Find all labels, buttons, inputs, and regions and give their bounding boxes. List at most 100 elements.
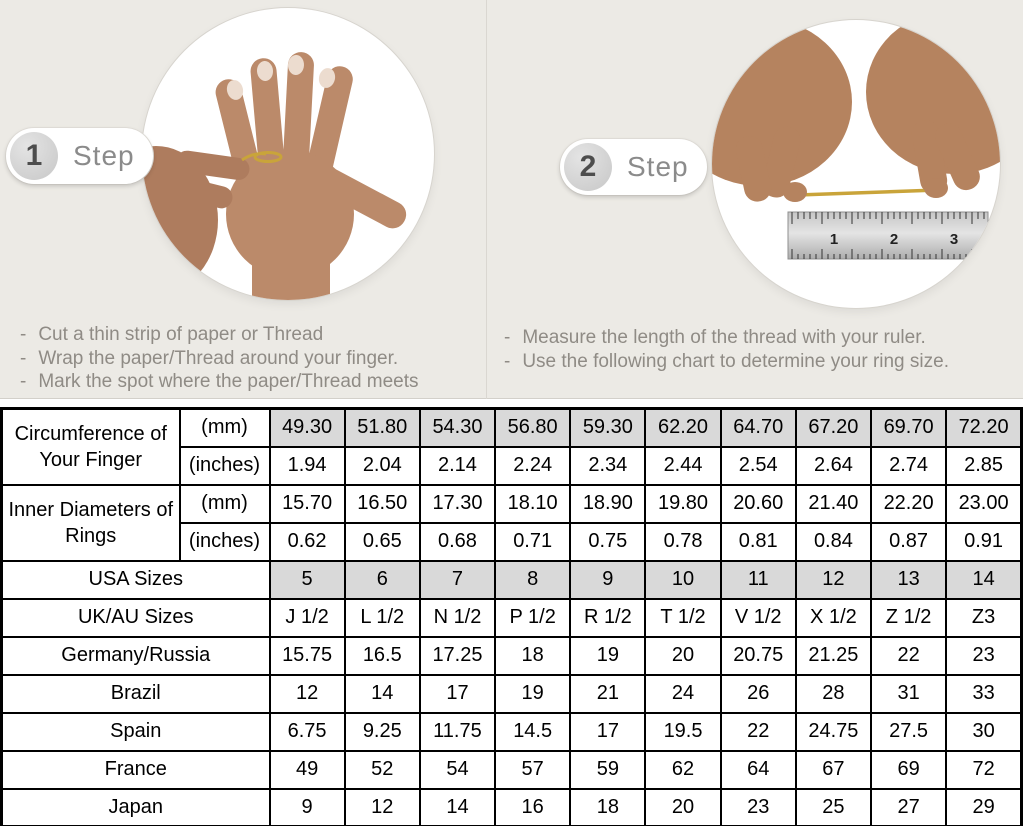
step2-instructions: Measure the length of the thread with yo… [504,326,949,373]
value-cell: 0.62 [268,521,346,562]
hand-with-thread-illustration [142,52,407,300]
size-system-label: UK/AU Sizes [0,597,271,638]
value-cell: 28 [794,673,873,714]
ruler-number: 1 [830,231,838,248]
size-system-label: Germany/Russia [0,635,271,676]
value-cell: 24 [644,673,722,714]
table-row: (inches) 1.94 2.04 2.14 2.24 2.34 2.44 2.54 2.64… [2,445,1023,486]
value-cell: 14 [418,787,497,826]
table-row: Japan 9 12 14 16 18 20 23 25 27 29 [0,787,1023,826]
section-divider [486,0,487,399]
value-cell: 67.20 [794,407,873,448]
value-cell: 62.20 [644,407,722,448]
value-cell: 49 [268,749,346,790]
value-cell: 2.24 [494,445,572,486]
value-cell: 12 [268,673,346,714]
value-cell: 14 [343,673,421,714]
value-cell: 18 [569,787,647,826]
step1-photo [142,8,434,300]
value-cell: 16.50 [343,483,421,524]
value-cell: 21.40 [794,483,873,524]
value-cell: 8 [494,559,572,600]
value-cell: 17 [569,711,647,752]
value-cell: 20.75 [719,635,797,676]
value-cell: 7 [418,559,497,600]
step2-number: 2 [564,143,612,191]
value-cell: 23 [719,787,797,826]
value-cell: 23.00 [945,483,1023,524]
table-row: Spain 6.75 9.25 11.75 14.5 17 19.5 22 24.75 27.5 3… [0,711,1023,752]
value-cell: 18.90 [569,483,647,524]
instruction-line: Cut a thin strip of paper or Thread [20,323,419,347]
instruction-line: Use the following chart to determine you… [504,350,949,374]
value-cell: 2.64 [794,445,873,486]
value-cell: 64 [719,749,797,790]
value-cell: 9 [569,559,647,600]
value-cell: 27 [869,787,948,826]
value-cell: 9.25 [343,711,421,752]
step1-badge: 1 Step [6,128,153,184]
value-cell: 13 [869,559,948,600]
value-cell: R 1/2 [569,597,647,638]
value-cell: 21 [569,673,647,714]
value-cell: 17.30 [418,483,497,524]
value-cell: 0.71 [494,521,572,562]
table-row: UK/AU Sizes J 1/2 L 1/2 N 1/2 P 1/2 R 1/2 T 1/… [0,597,1023,638]
size-system-label: Brazil [0,673,271,714]
value-cell: 64.70 [719,407,797,448]
ruler-number: 2 [890,231,898,248]
instruction-line: Mark the spot where the paper/Thread mee… [20,370,418,394]
value-cell: 22.20 [869,483,948,524]
value-cell: 10 [644,559,722,600]
ruler-number: 3 [950,231,958,248]
value-cell: P 1/2 [494,597,572,638]
value-cell: 56.80 [494,407,572,448]
value-cell: 20.60 [719,483,797,524]
value-cell: 26 [719,673,797,714]
value-cell: 12 [794,559,873,600]
instruction-line: Wrap the paper/Thread around your finger… [20,347,419,371]
value-cell: 59.30 [569,407,647,448]
size-chart-section: Circumference of Your Finger (mm) 49.30 51.… [0,399,1023,826]
value-cell: N 1/2 [418,597,497,638]
value-cell: 52 [343,749,421,790]
value-cell: 0.87 [869,521,948,562]
value-cell: 22 [719,711,797,752]
value-cell: 20 [644,787,722,826]
value-cell: 27.5 [869,711,948,752]
value-cell: 11 [719,559,797,600]
value-cell: 30 [945,711,1023,752]
value-cell: 67 [794,749,873,790]
value-cell: Z3 [945,597,1023,638]
value-cell: V 1/2 [719,597,797,638]
value-cell: 25 [794,787,873,826]
value-cell: 16.5 [343,635,421,676]
value-cell: 72 [945,749,1023,790]
unit-label: (inches) [178,445,271,486]
table-row: Inner Diameters of Rings (mm) 15.70 16.50 17… [0,483,1023,562]
size-system-label: France [0,749,271,790]
value-cell: 22 [869,635,948,676]
measuring-thread-illustration: 1 2 3 [712,20,1000,260]
step2-badge: 2 Step [560,139,707,195]
value-cell: 2.74 [869,445,948,486]
step1-label: Step [73,140,135,171]
value-cell: 51.80 [343,407,421,448]
value-cell: T 1/2 [644,597,722,638]
value-cell: 5 [268,559,346,600]
value-cell: 2.44 [644,445,722,486]
value-cell: 2.34 [569,445,647,486]
value-cell: 69.70 [869,407,948,448]
ruler: 1 2 3 [787,211,989,260]
value-cell: 19.80 [644,483,722,524]
value-cell: 15.70 [268,483,346,524]
value-cell: Z 1/2 [869,597,948,638]
size-system-label: Japan [0,787,271,826]
value-cell: 1.94 [268,445,346,486]
unit-label: (inches) [178,521,271,562]
value-cell: 17.25 [418,635,497,676]
value-cell: 49.30 [268,407,346,448]
value-cell: 0.81 [719,521,797,562]
value-cell: 18.10 [494,483,572,524]
